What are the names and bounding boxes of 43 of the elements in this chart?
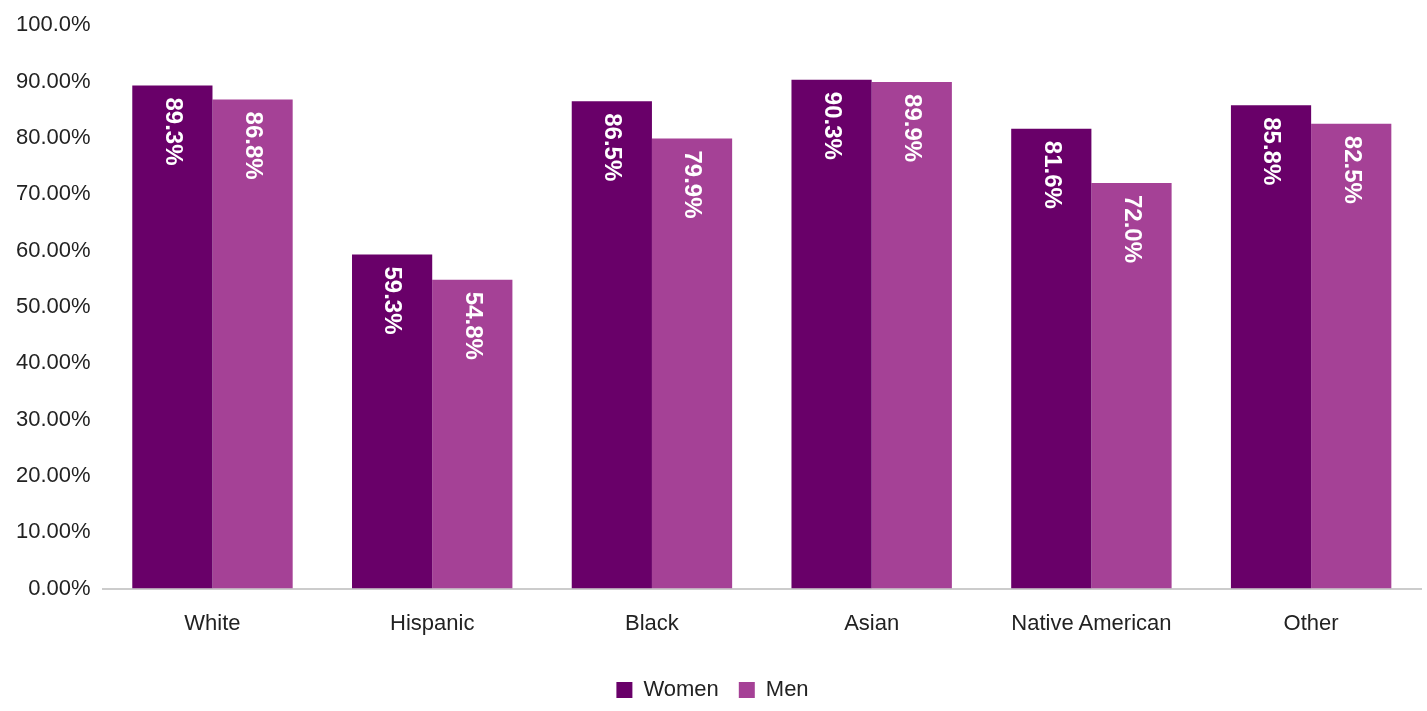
data-label: 85.8% (1259, 117, 1287, 186)
x-tick-label: White (184, 609, 241, 635)
legend-label: Men (765, 676, 809, 702)
data-label: 86.5% (600, 113, 628, 182)
data-label: 89.9% (900, 94, 928, 163)
data-label: 82.5% (1339, 135, 1367, 204)
bar (1091, 182, 1172, 589)
data-label: 54.8% (460, 291, 488, 360)
legend-label: Women (643, 676, 719, 702)
data-label: 89.3% (160, 97, 188, 166)
y-tick-label: 70.00% (15, 180, 91, 206)
y-tick-label: 40.00% (15, 349, 91, 375)
bar (1230, 105, 1312, 589)
y-tick-label: 50.00% (15, 292, 91, 318)
bar (132, 85, 213, 589)
bar (651, 138, 733, 589)
data-label: 86.8% (240, 111, 268, 180)
bar (432, 279, 513, 589)
bar (791, 79, 872, 589)
y-tick-label: 90.00% (15, 67, 91, 93)
bar (212, 99, 293, 589)
y-tick-label: 60.00% (15, 236, 91, 262)
x-tick-label: Other (1283, 609, 1339, 635)
bar (571, 101, 652, 589)
x-tick-label: Asian (844, 609, 900, 635)
data-label: 81.6% (1039, 140, 1067, 209)
y-tick-label: 20.00% (15, 461, 91, 487)
y-tick-label: 30.00% (15, 405, 91, 431)
data-label: 79.9% (680, 150, 708, 219)
bar (871, 82, 952, 589)
bar (352, 254, 433, 589)
y-tick-label: 80.00% (15, 123, 91, 149)
data-label: 72.0% (1119, 194, 1147, 264)
y-tick-label: 10.00% (15, 518, 91, 544)
y-tick-label: 0.00% (28, 574, 91, 600)
x-tick-label: Hispanic (390, 609, 475, 635)
x-tick-label: Black (625, 609, 680, 635)
bar (1311, 123, 1392, 589)
bar (1011, 128, 1092, 589)
x-tick-label: Native American (1011, 609, 1172, 635)
data-label: 59.3% (380, 266, 408, 335)
y-tick-label: 100.0% (15, 11, 91, 37)
data-label: 90.3% (819, 91, 847, 160)
